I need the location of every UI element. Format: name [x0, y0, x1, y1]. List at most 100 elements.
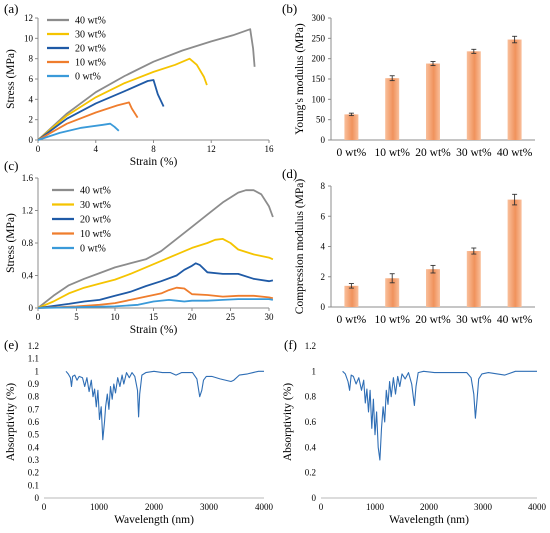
panel-a-series-line-40wt: [37, 28, 256, 141]
panel-d-y-tick-label: 0: [321, 302, 326, 312]
panel-f-series-line-spectrum: [342, 370, 537, 461]
panel-a-x-axis-label: Strain (%): [130, 156, 178, 168]
panel-c-series-line-20wt: [37, 262, 274, 309]
panel-a-x-tick-label: 12: [207, 144, 216, 154]
panel-a-series-line-20wt: [37, 79, 165, 141]
panel-c-legend-label: 10 wt%: [80, 229, 111, 240]
panel-e-y-tick-label: 0.5: [28, 430, 40, 440]
panel-c-y-tick-label: 1.6: [22, 173, 34, 183]
panel-b-x-tick-label: 30 wt%: [456, 147, 492, 159]
panel-f-x-tick-label: 0: [319, 502, 324, 512]
panel-e-label: (e): [4, 337, 18, 352]
panel-d-x-tick-label: 10 wt%: [374, 314, 410, 326]
panel-f-y-tick-label: 0: [312, 493, 317, 503]
panel-c-x-tick-label: 25: [226, 312, 236, 322]
panel-e-y-tick-label: 1: [35, 366, 40, 376]
panel-e-x-tick-label: 2000: [145, 502, 164, 512]
panel-d-bar: [466, 251, 481, 307]
panel-b-bar: [426, 63, 440, 141]
panel-c-series-line-10wt: [37, 286, 274, 309]
panel-a-legend-label: 0 wt%: [75, 72, 101, 83]
panel-f-x-tick-label: 1000: [366, 502, 385, 512]
panel-d-y-tick-label: 4: [321, 242, 326, 252]
panel-c-y-tick-label: 0.8: [22, 238, 34, 248]
panel-a-y-tick-label: 10: [24, 33, 34, 43]
panel-b-bar: [466, 51, 481, 141]
panel-e-y-tick-label: 0.2: [28, 468, 39, 478]
panel-a-x-tick-label: 8: [151, 144, 156, 154]
panel-d-label: (d): [282, 166, 297, 181]
panel-f-x-tick-label: 2000: [420, 502, 439, 512]
panel-f-y-axis-label: Absorptivity (%): [282, 383, 294, 461]
panel-e-y-tick-label: 0.9: [28, 379, 40, 389]
panel-c-y-axis-label: Stress (MPa): [5, 213, 17, 273]
panel-a-x-tick-label: 4: [94, 144, 99, 154]
panel-a-legend-label: 30 wt%: [75, 30, 106, 41]
panel-d-bar: [385, 278, 400, 307]
panel-b-x-tick-label: 20 wt%: [415, 147, 451, 159]
panel-c-legend-label: 40 wt%: [80, 186, 111, 197]
panel-e-y-tick-label: 0.3: [28, 455, 40, 465]
panel-b-x-tick-label: 40 wt%: [497, 147, 533, 159]
panel-e-x-tick-label: 3000: [200, 502, 219, 512]
panel-c-legend-label: 0 wt%: [80, 244, 106, 255]
panel-c-x-tick-label: 0: [36, 312, 41, 322]
panel-b-y-tick-label: 0: [321, 135, 326, 145]
panel-f-y-tick-label: 1: [312, 366, 317, 376]
panel-a-legend-label: 40 wt%: [75, 16, 106, 27]
panel-a-y-tick-label: 4: [29, 94, 34, 104]
panel-a-series-line-10wt: [37, 101, 139, 141]
panel-f-y-tick-label: 0.2: [305, 468, 316, 478]
panel-f-x-axis-label: Wavelength (nm): [389, 514, 469, 526]
panel-e-x-tick-label: 1000: [90, 502, 109, 512]
panel-d-bar: [507, 199, 522, 307]
panel-e-y-tick-label: 1.1: [28, 354, 39, 364]
panel-c-series-line-30wt: [37, 238, 274, 309]
panel-f-label: (f): [284, 337, 297, 352]
panel-b-label: (b): [282, 1, 297, 16]
panel-e-y-tick-label: 0.8: [28, 392, 40, 402]
panel-c-x-tick-label: 20: [188, 312, 198, 322]
panel-b-y-tick-label: 150: [312, 74, 326, 84]
panel-e-y-tick-label: 0.6: [28, 417, 40, 427]
panel-e-series-line-spectrum: [65, 370, 264, 441]
panel-c-label: (c): [4, 158, 18, 173]
panel-e-y-tick-label: 0.4: [28, 442, 40, 452]
panel-c-series-line-0wt: [37, 298, 274, 309]
panel-f-y-tick-label: 0.4: [305, 442, 317, 452]
panel-d-y-axis-label: Compression modulus (MPa): [294, 179, 306, 315]
panel-d-bar: [426, 269, 440, 307]
panel-a-series-line-0wt: [37, 122, 120, 141]
panel-b-y-tick-label: 300: [312, 13, 326, 23]
panel-c-y-tick-label: 1.2: [22, 206, 33, 216]
panel-c-legend-label: 20 wt%: [80, 215, 111, 226]
panel-a-y-tick-label: 0: [29, 135, 34, 145]
panel-b-x-tick-label: 0 wt%: [337, 147, 367, 159]
panel-e-y-tick-label: 0: [35, 493, 40, 503]
panel-c-x-tick-label: 15: [149, 312, 159, 322]
panel-d-x-tick-label: 0 wt%: [337, 314, 367, 326]
panel-e-x-tick-label: 4000: [255, 502, 274, 512]
panel-d-bar: [344, 285, 359, 307]
panel-f-y-tick-label: 1.2: [305, 341, 316, 351]
panel-d-y-tick-label: 6: [321, 211, 326, 221]
panel-f-y-tick-label: 0.6: [305, 417, 317, 427]
panel-e-y-axis-label: Absorptivity (%): [5, 383, 17, 461]
panel-d-x-tick-label: 30 wt%: [456, 314, 492, 326]
panel-b-bar: [344, 114, 359, 140]
panel-c-y-tick-label: 0.4: [22, 271, 34, 281]
panel-c-series-line-40wt: [37, 189, 274, 309]
panel-a-series-line-30wt: [37, 57, 208, 141]
panel-d-y-tick-label: 8: [321, 181, 326, 191]
panel-d-y-tick-label: 2: [321, 272, 326, 282]
panel-c-y-tick-label: 0: [29, 303, 34, 313]
panel-c-x-tick-label: 30: [265, 312, 275, 322]
panel-e-x-axis-label: Wavelength (nm): [114, 514, 194, 526]
panel-a-legend-label: 10 wt%: [75, 58, 106, 69]
panel-a-x-tick-label: 0: [36, 144, 41, 154]
panel-f-x-tick-label: 3000: [474, 502, 493, 512]
panel-e-y-tick-label: 0.1: [28, 480, 39, 490]
panel-d-x-tick-label: 40 wt%: [497, 314, 533, 326]
panel-a-label: (a): [4, 1, 18, 16]
